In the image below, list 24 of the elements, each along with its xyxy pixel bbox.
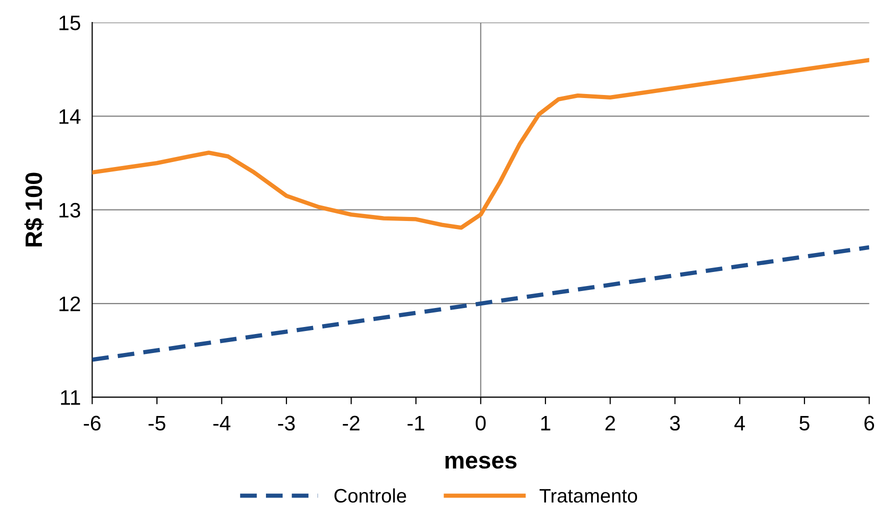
line-series <box>92 58 870 230</box>
x-tick-label: 3 <box>670 416 680 431</box>
x-tick-label: 5 <box>800 416 810 431</box>
x-tick-label: 0 <box>476 416 486 431</box>
line-series <box>92 245 870 362</box>
y-tick-label: 13 <box>59 202 80 218</box>
y-tick-label: 11 <box>61 390 80 405</box>
x-axis-title: meses <box>446 456 516 469</box>
x-tick-label: -6 <box>84 416 101 431</box>
x-tick-label: 4 <box>734 416 745 430</box>
y-tick-label: 12 <box>59 296 80 312</box>
x-tick-label: 2 <box>605 416 615 430</box>
legend-label: Tratamento <box>540 489 638 503</box>
x-tick-label: -1 <box>408 416 424 430</box>
x-tick-label: -5 <box>148 416 166 431</box>
y-tick-label: 14 <box>59 109 80 124</box>
x-tick-label: 1 <box>541 416 550 430</box>
y-tick-label: 15 <box>59 16 80 30</box>
x-tick-label: 6 <box>864 416 874 431</box>
x-tick-label: -4 <box>213 416 230 430</box>
legend-label: Controle <box>334 488 406 503</box>
x-tick-label: -2 <box>342 416 360 430</box>
x-tick-label: -3 <box>278 416 295 431</box>
y-axis-title: R$ 100 <box>24 172 44 246</box>
